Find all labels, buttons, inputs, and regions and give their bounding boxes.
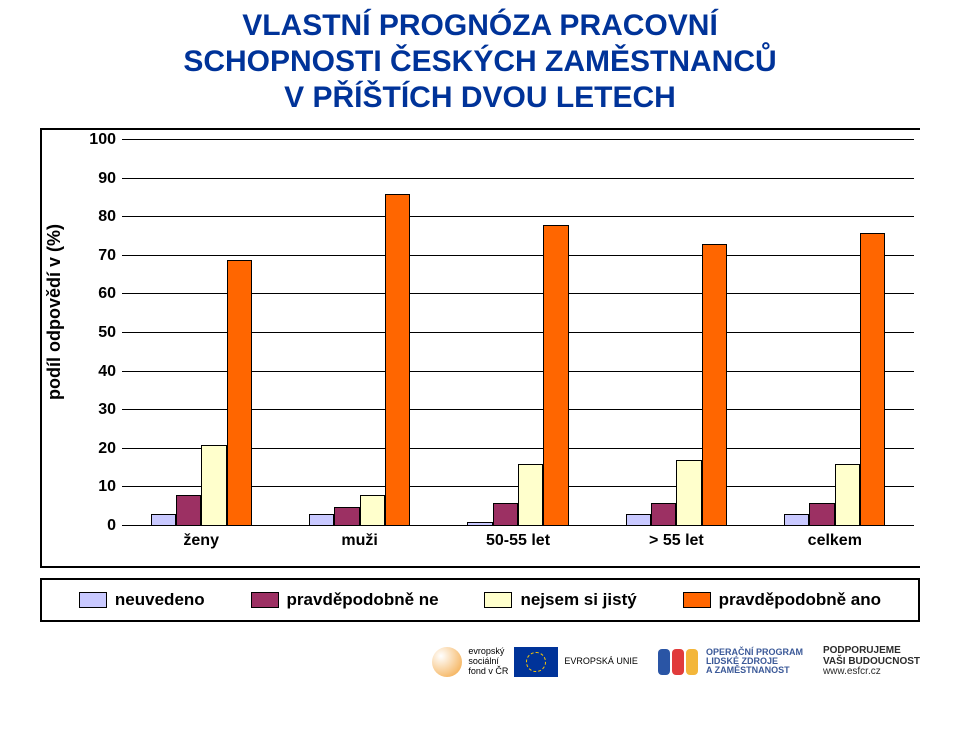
y-tick-label: 80 [98,208,122,226]
x-tick-label: ženy [183,526,219,550]
oplzz-text: OPERAČNÍ PROGRAM LIDSKÉ ZDROJE A ZAMĚSTN… [706,648,803,676]
legend-item: neuvedeno [79,590,205,610]
bar-neuvedeno [467,522,492,526]
oplzz-mark-icon [658,649,698,675]
bar-nejsem_si_jisty [360,495,385,526]
oplzz-logo: OPERAČNÍ PROGRAM LIDSKÉ ZDROJE A ZAMĚSTN… [658,648,803,676]
esf-text: evropský sociální fond v ČR [468,647,508,677]
legend-swatch [484,592,512,608]
y-tick-label: 40 [98,363,122,381]
bar-pravdepodobne_ne [334,507,359,526]
legend-item: nejsem si jistý [484,590,636,610]
y-tick-label: 30 [98,401,122,419]
y-tick-label: 10 [98,478,122,496]
x-tick-label: 50-55 let [486,526,550,550]
legend-item: pravděpodobně ne [251,590,439,610]
bar-pravdepodobne_ne [176,495,201,526]
gridline [122,255,914,256]
y-tick-label: 70 [98,247,122,265]
plot-area: podíl odpovědí v (%) 0102030405060708090… [122,140,914,526]
legend-label: pravděpodobně ne [287,590,439,610]
title-line-2: SCHOPNOSTI ČESKÝCH ZAMĚSTNANCŮ [0,44,960,80]
legend-swatch [251,592,279,608]
legend-label: nejsem si jistý [520,590,636,610]
legend: neuvedeno pravděpodobně ne nejsem si jistý… [40,578,920,622]
bar-nejsem_si_jisty [676,460,701,526]
eu-flag-icon [514,647,558,677]
bar-pravdepodobne_ano [227,260,252,526]
bar-nejsem_si_jisty [201,445,226,526]
title-line-3: V PŘÍŠTÍCH DVOU LETECH [0,80,960,116]
esf-bubble-icon [432,647,462,677]
legend-swatch [683,592,711,608]
y-tick-label: 60 [98,285,122,303]
footer-url: www.esfcr.cz [823,666,881,677]
x-tick-label: > 55 let [649,526,704,550]
title-line-1: VLASTNÍ PROGNÓZA PRACOVNÍ [0,8,960,44]
y-tick-label: 90 [98,170,122,188]
gridline [122,139,914,140]
legend-item: pravděpodobně ano [683,590,881,610]
podpor-label: PODPORUJEME VAŠI BUDOUCNOST [823,645,920,667]
y-axis-label: podíl odpovědí v (%) [44,224,65,400]
chart-container: podíl odpovědí v (%) 0 10 20 30 40 50 60 70 80 90… [40,128,920,568]
bar-pravdepodobne_ne [809,503,834,526]
footer-logos: evropský sociální fond v ČR EVROPSKÁ UNI… [40,646,920,678]
bar-pravdepodobne_ano [385,194,410,526]
y-tick-label: 0 [107,517,122,535]
legend-label: neuvedeno [115,590,205,610]
y-tick-label: 20 [98,440,122,458]
legend-label: pravděpodobně ano [719,590,881,610]
bar-neuvedeno [784,514,809,526]
bar-pravdepodobne_ano [543,225,568,526]
podporujeme-text: PODPORUJEME VAŠI BUDOUCNOST www.esfcr.cz [823,646,920,678]
legend-swatch [79,592,107,608]
bar-pravdepodobne_ano [702,244,727,526]
bar-pravdepodobne_ano [860,233,885,526]
x-tick-label: muži [341,526,377,550]
bar-neuvedeno [151,514,176,526]
bar-nejsem_si_jisty [835,464,860,526]
y-tick-label: 100 [89,131,122,149]
bar-pravdepodobne_ne [493,503,518,526]
gridline [122,216,914,217]
gridline [122,178,914,179]
esf-logo: evropský sociální fond v ČR EVROPSKÁ UNI… [432,647,638,677]
bar-pravdepodobne_ne [651,503,676,526]
chart-title: VLASTNÍ PROGNÓZA PRACOVNÍ SCHOPNOSTI ČES… [0,0,960,116]
y-tick-label: 50 [98,324,122,342]
bar-nejsem_si_jisty [518,464,543,526]
bar-neuvedeno [626,514,651,526]
x-tick-label: celkem [808,526,862,550]
bar-neuvedeno [309,514,334,526]
eu-label: EVROPSKÁ UNIE [564,657,638,667]
